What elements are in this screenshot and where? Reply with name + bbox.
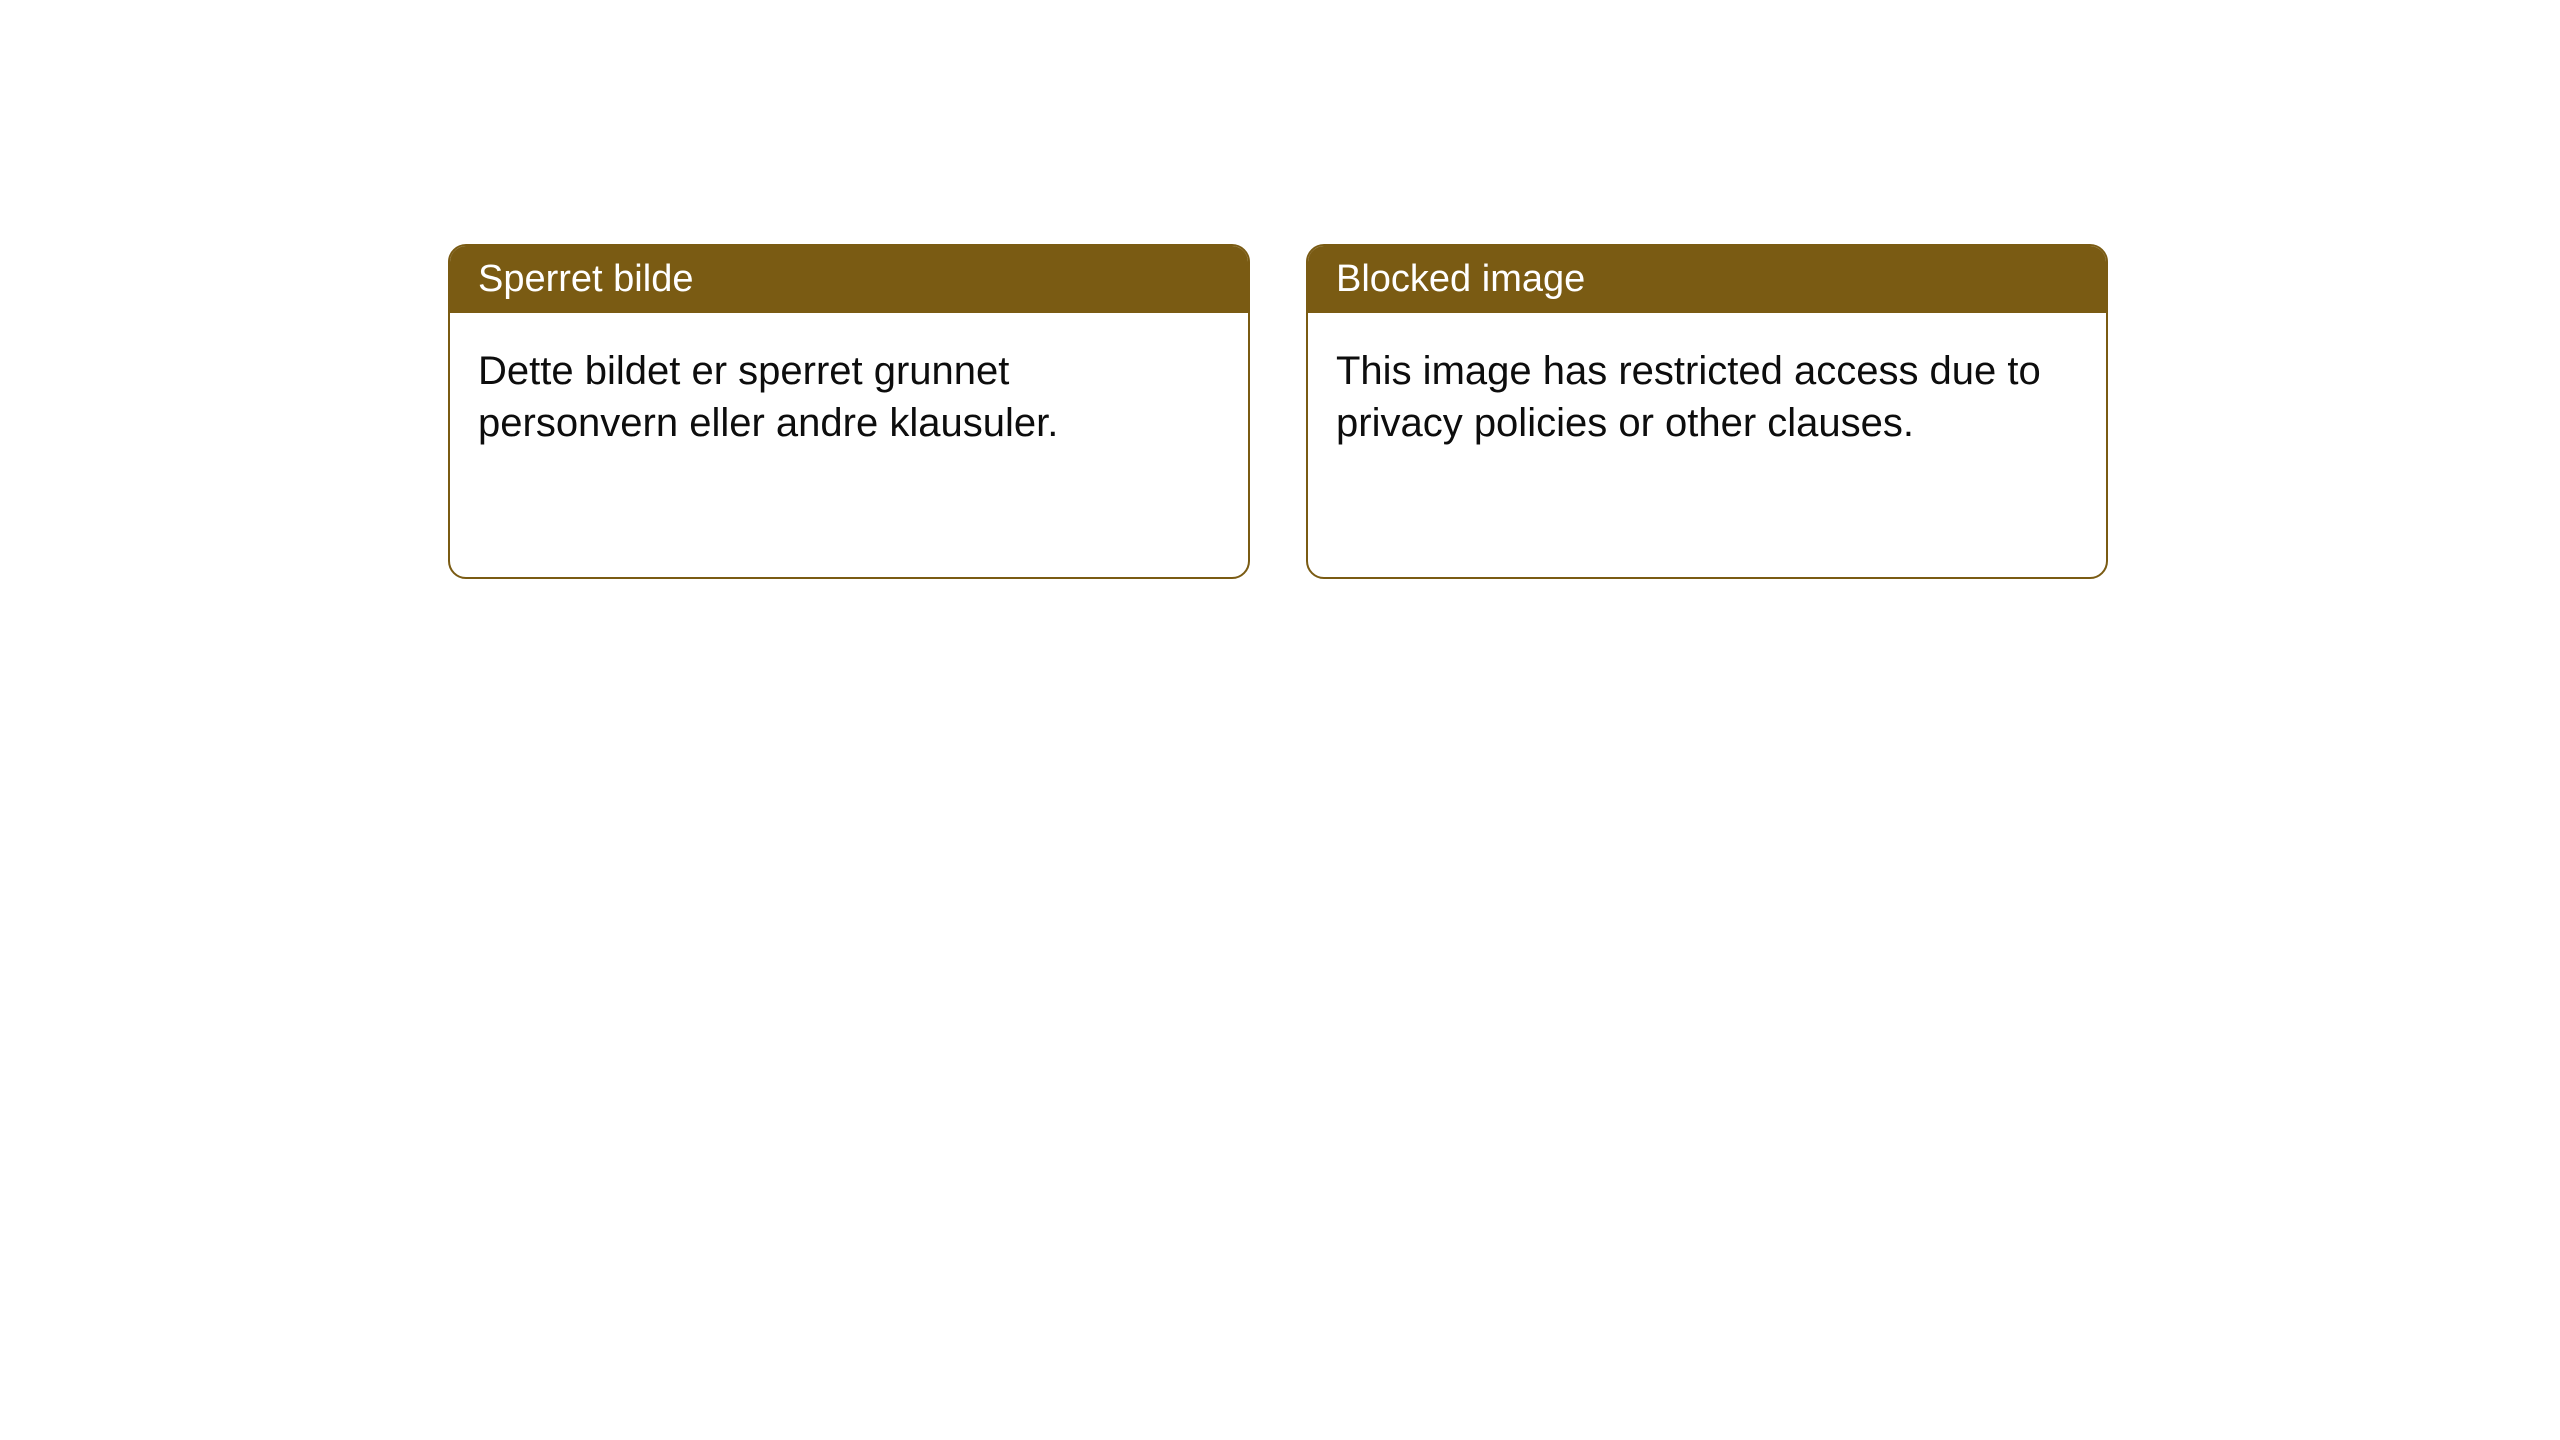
blocked-image-card-no: Sperret bilde Dette bildet er sperret gr… xyxy=(448,244,1250,579)
card-title: Sperret bilde xyxy=(478,258,693,300)
card-header: Sperret bilde xyxy=(450,246,1248,313)
notice-container: Sperret bilde Dette bildet er sperret gr… xyxy=(448,244,2108,579)
card-body-text: Dette bildet er sperret grunnet personve… xyxy=(478,349,1058,445)
card-body-text: This image has restricted access due to … xyxy=(1336,349,2041,445)
blocked-image-card-en: Blocked image This image has restricted … xyxy=(1306,244,2108,579)
card-body: Dette bildet er sperret grunnet personve… xyxy=(450,313,1248,481)
card-body: This image has restricted access due to … xyxy=(1308,313,2106,481)
card-header: Blocked image xyxy=(1308,246,2106,313)
card-title: Blocked image xyxy=(1336,258,1585,300)
